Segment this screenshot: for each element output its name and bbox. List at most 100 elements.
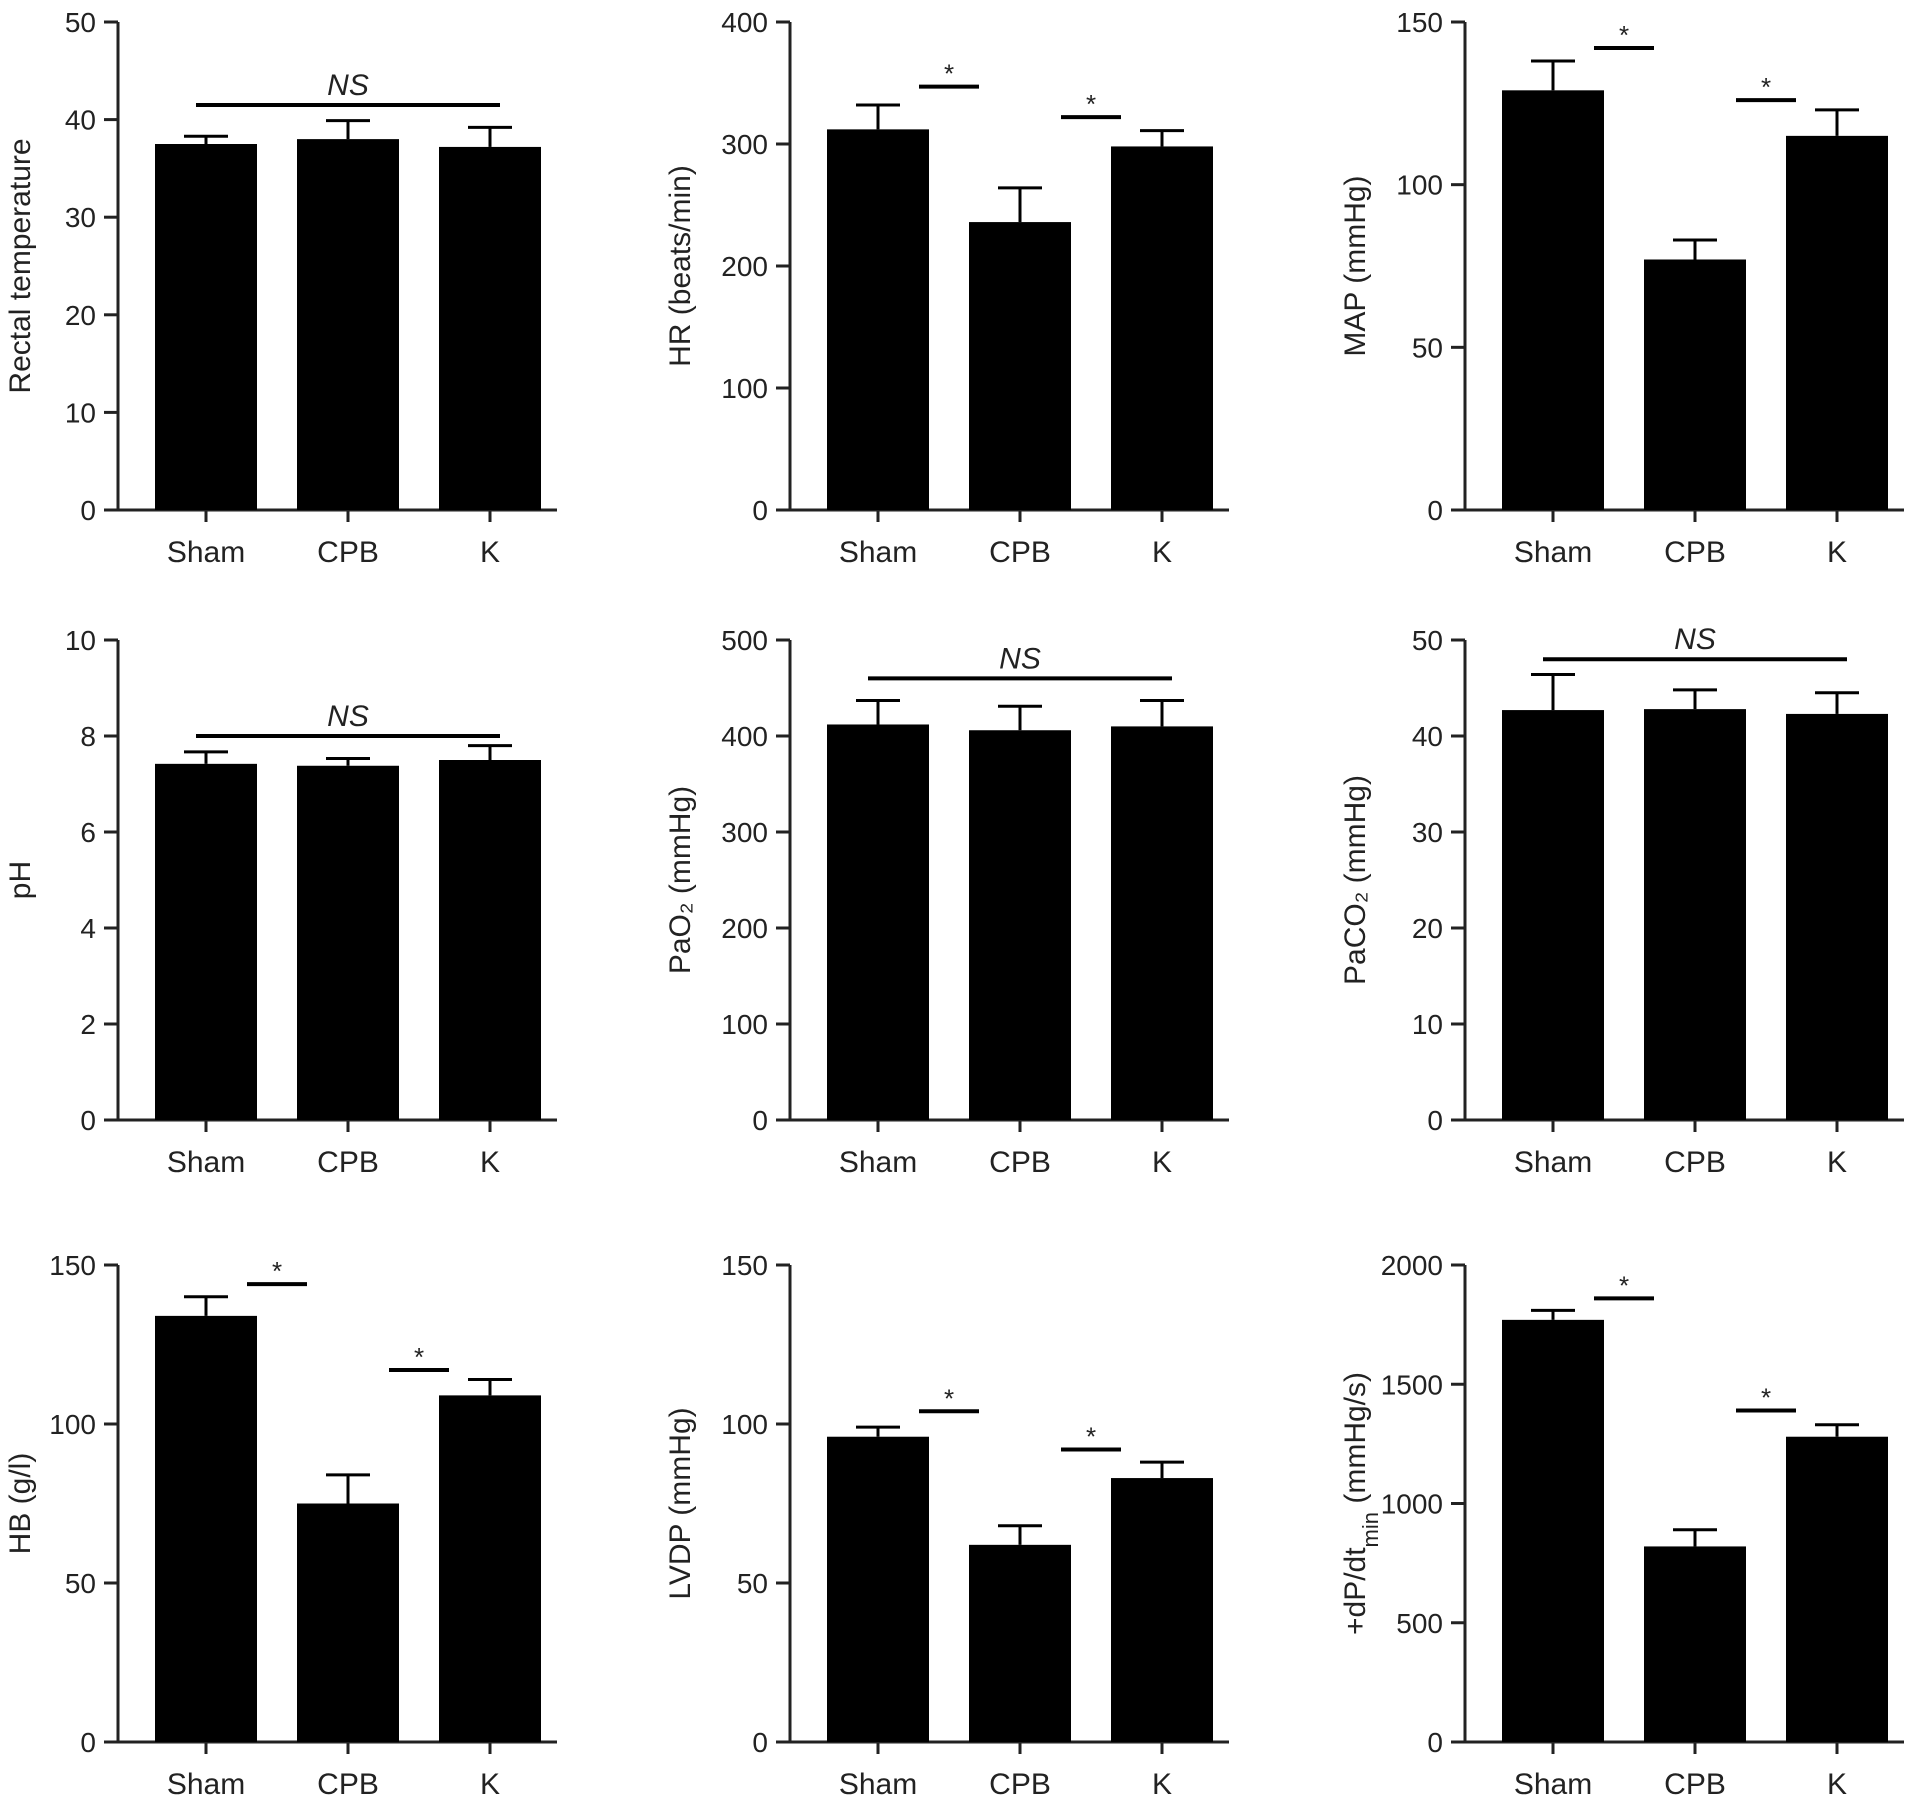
y-axis-title: PaO₂ (mmHg) [664, 786, 697, 974]
x-tick-label-cpb: CPB [317, 536, 379, 569]
x-tick-label-sham: Sham [167, 1768, 245, 1801]
y-tick-label: 10 [65, 397, 96, 428]
y-tick-label: 50 [65, 7, 96, 38]
ns-label: NS [999, 642, 1041, 675]
bar-k [1786, 135, 1888, 510]
y-tick-label: 1500 [1381, 1369, 1443, 1400]
x-tick-label-cpb: CPB [1664, 1146, 1726, 1179]
bar-sham [827, 129, 929, 511]
y-tick-label: 0 [1427, 1105, 1443, 1136]
x-tick-label-k: K [480, 1768, 500, 1801]
ns-label: NS [327, 69, 369, 102]
chart-panel-6: 0 10 20 30 40 50 Sham CPB K PaCO₂ (mmHg) NS [1339, 623, 1904, 1179]
x-tick-label-k: K [1827, 1768, 1847, 1801]
y-axis-title: Rectal temperature [4, 138, 37, 393]
ns-label: NS [327, 700, 369, 733]
x-tick-label-k: K [1152, 1146, 1172, 1179]
y-tick-label: 0 [752, 495, 768, 526]
chart-panel-1: 0 10 20 30 40 50 Sham CPB K Rectal temperature NS [4, 7, 557, 569]
x-tick-label-cpb: CPB [1664, 536, 1726, 569]
significance-star: * [1761, 72, 1771, 102]
bar-k [1111, 1478, 1213, 1742]
significance-star: * [272, 1256, 282, 1286]
y-tick-label: 0 [752, 1105, 768, 1136]
y-tick-label: 0 [80, 495, 96, 526]
bar-sham [827, 1436, 929, 1742]
bar-k [1111, 146, 1213, 510]
y-tick-label: 6 [80, 817, 96, 848]
y-tick-label: 50 [737, 1568, 768, 1599]
y-axis-title: +dP/dtmin (mmHg/s) [1339, 1372, 1383, 1635]
y-tick-label: 400 [721, 7, 768, 38]
x-tick-label-sham: Sham [1514, 536, 1592, 569]
x-tick-label-sham: Sham [839, 1146, 917, 1179]
y-tick-label: 300 [721, 817, 768, 848]
y-tick-label: 20 [1412, 913, 1443, 944]
y-tick-label: 400 [721, 721, 768, 752]
bar-cpb [297, 139, 399, 510]
significance-star: * [1619, 20, 1629, 50]
bar-k [1786, 713, 1888, 1120]
y-tick-label: 0 [752, 1727, 768, 1758]
x-tick-label-sham: Sham [839, 536, 917, 569]
x-tick-label-k: K [1827, 1146, 1847, 1179]
y-tick-label: 10 [65, 625, 96, 656]
significance-star: * [1619, 1270, 1629, 1300]
y-axis-title: HR (beats/min) [664, 165, 697, 367]
y-tick-label: 100 [721, 1009, 768, 1040]
y-tick-label: 300 [721, 129, 768, 160]
bar-k [439, 146, 541, 511]
x-tick-label-k: K [1152, 1768, 1172, 1801]
bar-cpb [1644, 259, 1746, 510]
y-tick-label: 4 [80, 913, 96, 944]
y-tick-label: 100 [721, 1409, 768, 1440]
y-axis-title: PaCO₂ (mmHg) [1339, 775, 1372, 985]
x-tick-label-k: K [1152, 536, 1172, 569]
y-tick-label: 0 [1427, 1727, 1443, 1758]
y-tick-label: 50 [65, 1568, 96, 1599]
x-tick-label-sham: Sham [167, 1146, 245, 1179]
bar-k [1786, 1436, 1888, 1742]
y-tick-label: 100 [49, 1409, 96, 1440]
bar-k [439, 1395, 541, 1742]
y-tick-label: 50 [1412, 625, 1443, 656]
x-tick-label-sham: Sham [1514, 1768, 1592, 1801]
x-tick-label-cpb: CPB [989, 1146, 1051, 1179]
y-axis-title: MAP (mmHg) [1339, 175, 1372, 356]
x-tick-label-sham: Sham [839, 1768, 917, 1801]
y-tick-label: 30 [1412, 817, 1443, 848]
bar-sham [827, 724, 929, 1120]
y-tick-label: 0 [80, 1105, 96, 1136]
y-tick-label: 150 [1396, 7, 1443, 38]
x-tick-label-k: K [480, 536, 500, 569]
y-tick-label: 150 [721, 1250, 768, 1281]
significance-star: * [944, 59, 954, 89]
significance-star: * [1086, 1421, 1096, 1451]
bar-cpb [969, 730, 1071, 1120]
y-tick-label: 1000 [1381, 1489, 1443, 1520]
chart-panel-8: 0 50 100 150 Sham CPB K LVDP (mmHg) * * [664, 1250, 1229, 1801]
bar-sham [1502, 90, 1604, 510]
y-tick-label: 200 [721, 913, 768, 944]
y-tick-label: 150 [49, 1250, 96, 1281]
chart-panel-7: 0 50 100 150 Sham CPB K HB (g/l) * * [4, 1250, 557, 1801]
x-tick-label-cpb: CPB [317, 1146, 379, 1179]
bar-sham [155, 144, 257, 510]
bar-cpb [1644, 709, 1746, 1120]
significance-star: * [414, 1342, 424, 1372]
bar-cpb [297, 765, 399, 1120]
chart-panel-3: 0 50 100 150 Sham CPB K MAP (mmHg) * * [1339, 7, 1904, 569]
x-tick-label-sham: Sham [1514, 1146, 1592, 1179]
y-tick-label: 40 [1412, 721, 1443, 752]
y-tick-label: 10 [1412, 1009, 1443, 1040]
x-tick-label-k: K [480, 1146, 500, 1179]
bar-sham [1502, 710, 1604, 1120]
y-tick-label: 2 [80, 1009, 96, 1040]
x-tick-label-cpb: CPB [317, 1768, 379, 1801]
bar-cpb [1644, 1546, 1746, 1742]
chart-panel-2: 0 100 200 300 400 Sham CPB K HR (beats/min) * * [664, 7, 1229, 569]
x-tick-label-cpb: CPB [989, 536, 1051, 569]
y-tick-label: 20 [65, 300, 96, 331]
bar-sham [155, 1315, 257, 1742]
